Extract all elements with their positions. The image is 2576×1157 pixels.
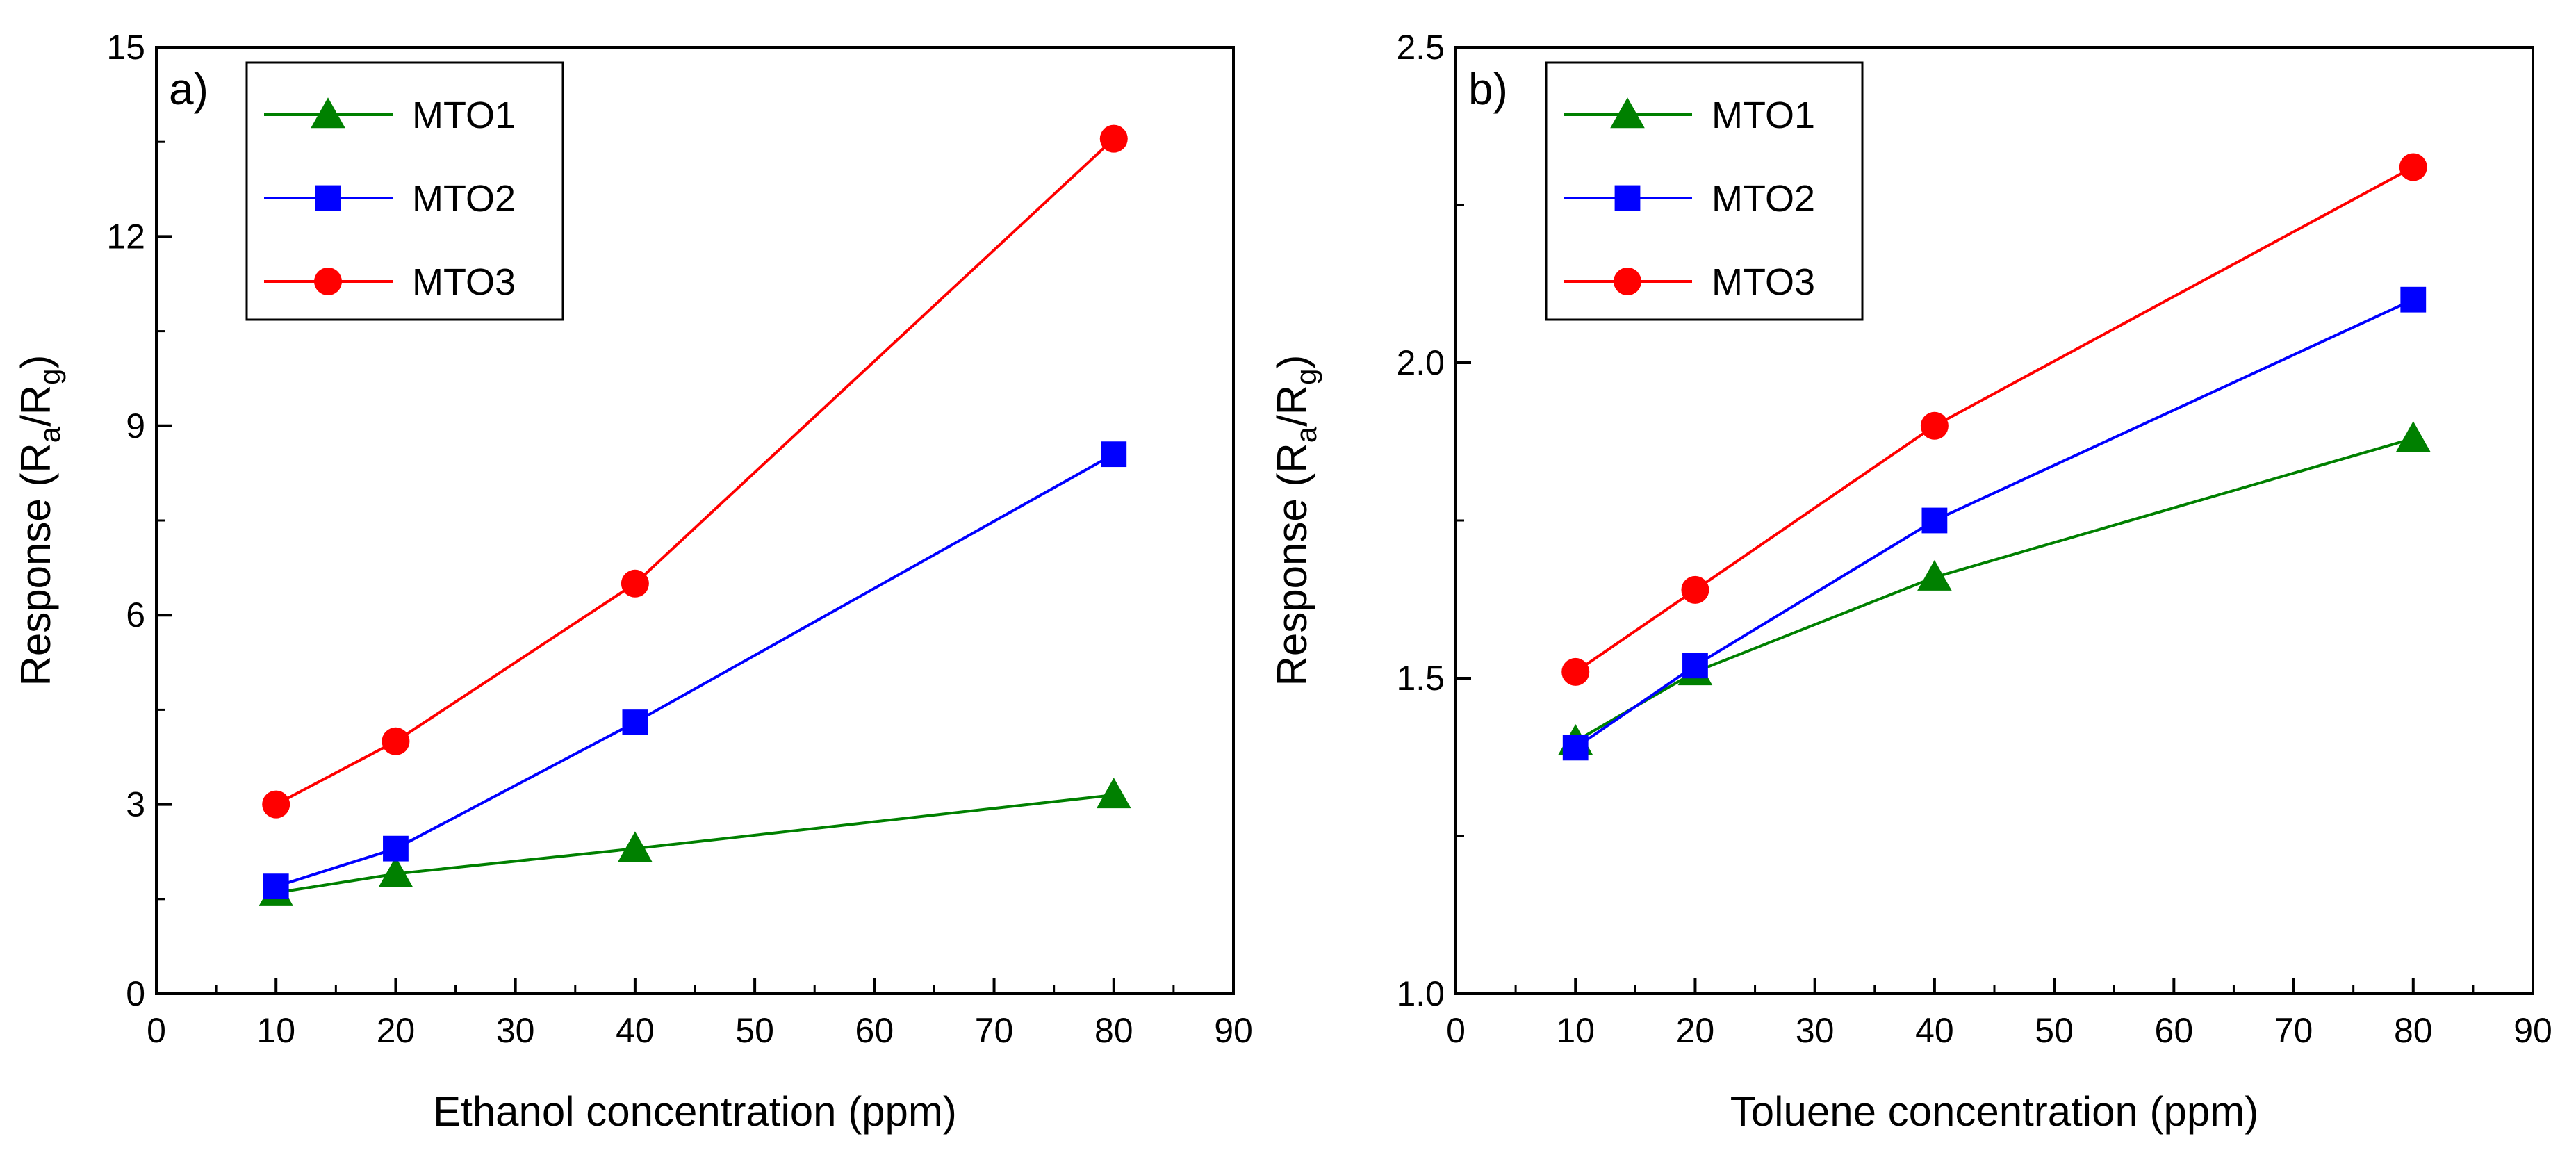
- panel-a-series-line-mto2: [275, 452, 1115, 888]
- panel-a-data-point-mto3: [262, 790, 290, 819]
- panel-b-x-tick-label: 90: [2513, 1011, 2552, 1050]
- panel-b-x-tick-label: 60: [2155, 1011, 2194, 1050]
- panel-b-data-point-mto2: [1921, 507, 1948, 534]
- panel-b-y-axis-title: Response (Ra/Rg): [1269, 355, 1322, 687]
- panel-a-data-point-mto3: [1099, 124, 1128, 153]
- panel-a-data-point-mto1: [1096, 778, 1131, 809]
- panel-b-x-axis-title: Toluene concentration (ppm): [1730, 1088, 2258, 1135]
- panel-a-series-line-mto1: [275, 793, 1115, 894]
- panel-a-x-tick-label: 50: [735, 1011, 774, 1050]
- panel-b-x-tick-label: 70: [2274, 1011, 2313, 1050]
- panel-b-panel-label: b): [1468, 64, 1508, 114]
- panel-b-y-axis-title-part: ): [1269, 355, 1315, 369]
- panel-a-y-axis-title-subscript: a: [33, 426, 66, 443]
- panel-b-x-tick-label: 50: [2035, 1011, 2074, 1050]
- panel-a-data-point-mto1: [378, 856, 413, 887]
- panel-b-legend-marker-mto1: [1610, 97, 1645, 129]
- panel-a-legend-marker-mto1: [311, 97, 345, 129]
- panel-a-data-point-mto1: [618, 831, 653, 862]
- panel-b-data-point-mto1: [2395, 421, 2431, 452]
- panel-b-legend-marker-mto2: [1614, 185, 1641, 211]
- panel-b-x-tick-label: 0: [1446, 1011, 1466, 1050]
- panel-b-x-tick-label: 30: [1796, 1011, 1835, 1050]
- panel-a-y-tick-label: 6: [126, 596, 145, 634]
- panel-a-y-axis-title-part: /R: [13, 385, 59, 427]
- panel-a-data-point-mto2: [383, 835, 409, 862]
- panel-a-x-tick-label: 40: [616, 1011, 655, 1050]
- panel-a-legend-label-mto3: MTO3: [412, 261, 516, 303]
- panel-b-data-point-mto2: [1562, 735, 1589, 761]
- panel-a-y-axis-title-part: Response (R: [13, 443, 59, 686]
- panel-a-legend-label-mto1: MTO1: [412, 95, 516, 136]
- panel-b-y-axis-title-part: /R: [1269, 385, 1315, 427]
- panel-a-x-tick-label: 70: [975, 1011, 1014, 1050]
- panel-a-x-tick-label: 80: [1094, 1011, 1133, 1050]
- panel-b-y-tick-label: 2.5: [1396, 28, 1445, 67]
- panel-a-x-tick-label: 30: [496, 1011, 535, 1050]
- panel-b-y-tick-label: 2.0: [1396, 343, 1445, 382]
- panel-b-legend-label-mto1: MTO1: [1712, 95, 1815, 136]
- panel-a-y-tick-label: 0: [126, 974, 145, 1013]
- panel-a-legend-box: [245, 61, 564, 321]
- panel-b-data-point-mto3: [1920, 411, 1949, 440]
- panel-a-y-tick-label: 3: [126, 785, 145, 824]
- panel-a-x-tick-label: 0: [147, 1011, 166, 1050]
- panel-a-x-tick-label: 10: [256, 1011, 295, 1050]
- panel-b-legend-box: [1545, 61, 1864, 321]
- panel-a-panel-label: a): [169, 64, 208, 114]
- panel-b-data-point-mto2: [1682, 653, 1708, 679]
- panel-b-x-tick-label: 40: [1915, 1011, 1954, 1050]
- panel-a-x-tick-label: 90: [1214, 1011, 1253, 1050]
- panel-a-legend-marker-mto3: [314, 268, 342, 295]
- panel-a-y-tick-label: 12: [106, 217, 145, 256]
- panel-b-series-line-mto3: [1575, 165, 2414, 673]
- panel-a-x-tick-label: 60: [855, 1011, 894, 1050]
- panel-a-data-point-mto2: [263, 873, 289, 900]
- panel-b-x-tick-label: 10: [1556, 1011, 1595, 1050]
- panel-b-y-axis-title-subscript: a: [1290, 426, 1322, 443]
- panel-b-x-tick-label: 80: [2394, 1011, 2433, 1050]
- panel-a-series-line-mto3: [275, 138, 1115, 806]
- panel-a-ethanol-chart: 0 10 20 30 40 50 60 70 80 90 0 3 6 9 12 15 Ethanol conce…: [13, 28, 1253, 1135]
- panel-b-data-point-mto3: [1561, 657, 1590, 686]
- panel-a-legend-marker-mto2: [315, 185, 341, 211]
- panel-b-data-point-mto3: [2399, 153, 2427, 181]
- panel-b-y-axis-title-subscript: g: [1290, 369, 1322, 385]
- panel-a-y-axis-title-part: ): [13, 355, 59, 369]
- panel-a-data-point-mto3: [621, 569, 649, 598]
- panel-b-x-tick-label: 20: [1676, 1011, 1715, 1050]
- panel-a-y-axis-title: Response (Ra/Rg): [13, 355, 66, 687]
- panel-a-data-point-mto2: [622, 709, 648, 735]
- panel-b-series-line-mto2: [1575, 298, 2414, 749]
- panel-b-toluene-chart: 0 10 20 30 40 50 60 70 80 90 1.0 1.5 2.0 2.5 Toluene c…: [1269, 28, 2552, 1135]
- panel-a-legend-label-mto2: MTO2: [412, 178, 516, 220]
- panel-b-y-axis-title-part: Response (R: [1269, 443, 1315, 686]
- panel-a-data-point-mto3: [382, 727, 410, 755]
- panel-b-data-point-mto3: [1681, 575, 1709, 604]
- panel-a-y-axis-title-subscript: g: [33, 369, 66, 385]
- panel-a-data-point-mto2: [1101, 441, 1127, 468]
- panel-a-x-axis-title: Ethanol concentration (ppm): [433, 1088, 957, 1135]
- panel-b-legend-marker-mto3: [1614, 268, 1641, 295]
- panel-b-legend-label-mto3: MTO3: [1712, 261, 1815, 303]
- panel-b-data-point-mto1: [1917, 559, 1952, 591]
- panel-b-y-tick-label: 1.0: [1396, 974, 1445, 1013]
- panel-b-y-tick-label: 1.5: [1396, 659, 1445, 698]
- panel-a-y-tick-label: 9: [126, 407, 145, 445]
- panel-a-y-tick-label: 15: [106, 28, 145, 67]
- panel-b-data-point-mto2: [2400, 286, 2427, 313]
- panel-a-x-tick-label: 20: [377, 1011, 416, 1050]
- panel-b-legend-label-mto2: MTO2: [1712, 178, 1815, 220]
